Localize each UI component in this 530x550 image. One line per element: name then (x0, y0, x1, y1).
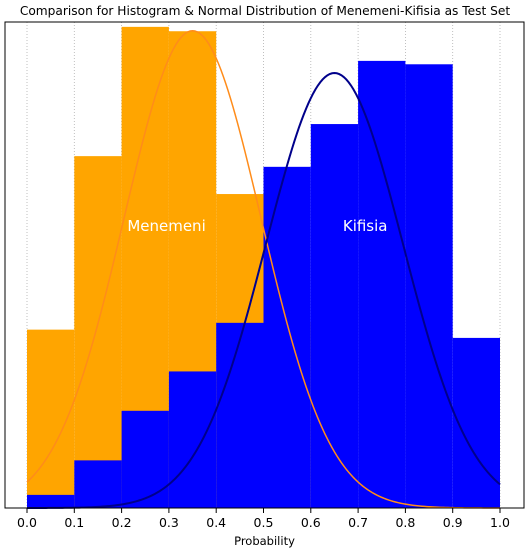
bar-kifisia (27, 494, 75, 508)
x-tick-label: 0.5 (254, 515, 274, 530)
bar-kifisia (121, 410, 169, 508)
x-axis-ticks: 0.0 0.1 0.2 0.3 0.4 0.5 0.6 0.7 0.8 0.9 1.0 (17, 508, 510, 530)
bar-kifisia (74, 460, 122, 508)
bar-kifisia (168, 371, 217, 508)
histogram-bars (27, 26, 500, 509)
x-tick-label: 0.9 (443, 515, 463, 530)
plot-frame (4, 21, 525, 509)
bar-kifisia (263, 166, 311, 508)
annotation-kifisia: Kifisia (343, 217, 388, 235)
bar-kifisia (216, 322, 264, 508)
x-tick-label: 0.1 (64, 515, 84, 530)
bar-kifisia (310, 124, 359, 508)
bar-kifisia (405, 64, 453, 509)
annotation-menemeni: Menemeni (127, 217, 205, 235)
x-tick-label: 0.0 (17, 515, 37, 530)
annotations: Menemeni Kifisia (127, 217, 387, 235)
bar-menemeni (74, 156, 122, 509)
chart-title: Comparison for Histogram & Normal Distri… (19, 4, 511, 18)
x-tick-label: 0.7 (348, 515, 368, 530)
x-tick-label: 0.6 (301, 515, 321, 530)
x-tick-label: 0.3 (159, 515, 179, 530)
x-tick-label: 0.2 (112, 515, 132, 530)
x-tick-label: 0.8 (395, 515, 415, 530)
x-tick-label: 0.4 (206, 515, 226, 530)
bar-kifisia (452, 337, 500, 508)
normal-curve-menemeni (26, 29, 500, 509)
bar-kifisia (358, 60, 406, 508)
x-tick-label: 1.0 (490, 515, 510, 530)
normal-curve-kifisia (27, 72, 501, 509)
normal-curves (26, 29, 501, 509)
x-axis-label: Probability (234, 534, 295, 548)
